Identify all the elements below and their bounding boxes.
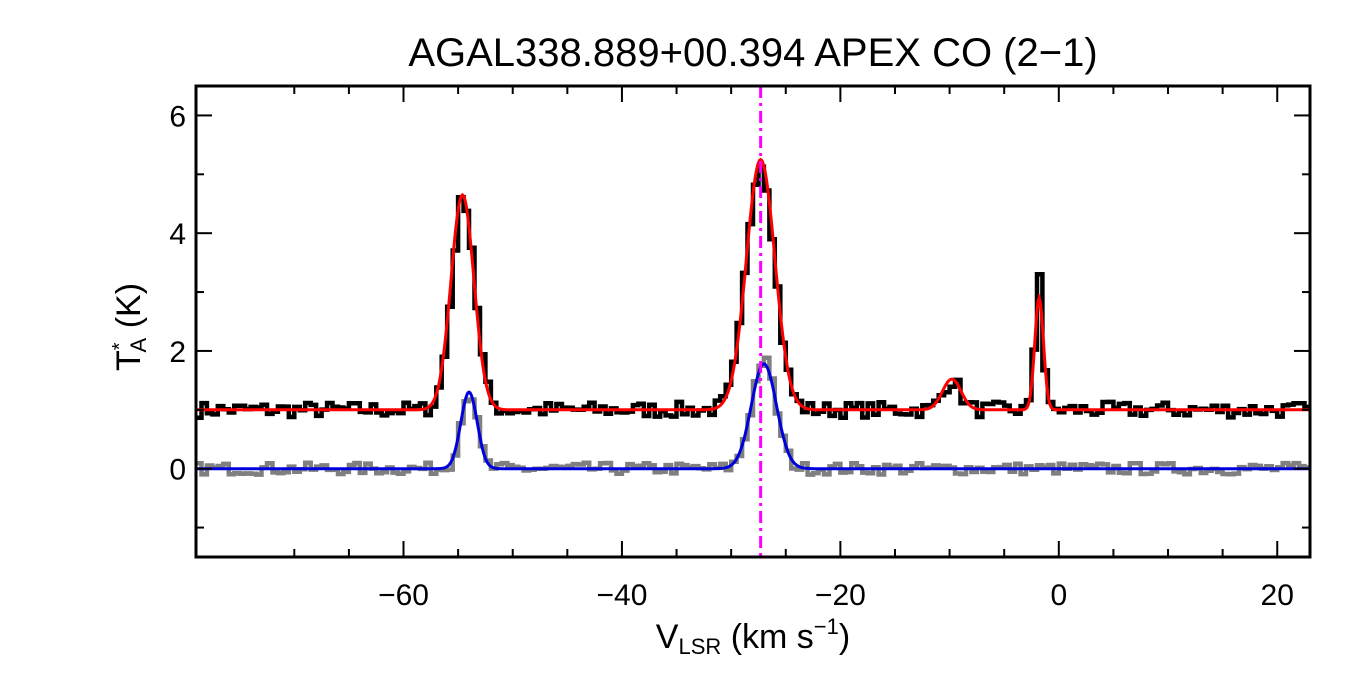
y-axis-label: T*A (K)	[109, 283, 151, 371]
x-tick-label: 20	[1261, 579, 1294, 612]
x-tick-label: −40	[596, 579, 647, 612]
x-axis-label-main: V	[656, 618, 679, 656]
y-tick-label: 6	[169, 100, 186, 133]
x-tick-label: −20	[815, 579, 866, 612]
series-0-spectrum	[196, 164, 1310, 421]
y-axis-label-unit: (K)	[110, 283, 148, 338]
plot-area	[194, 84, 1312, 559]
x-tick-label: −60	[378, 579, 429, 612]
x-axis-label: VLSR (km s−1)	[656, 614, 850, 659]
x-axis-label-close: )	[839, 618, 850, 656]
y-tick-label: 0	[169, 454, 186, 487]
y-axis-label-main: T	[110, 350, 148, 371]
y-tick-label: 4	[169, 218, 186, 251]
y-tick-labels: 0 2 4 6	[169, 100, 186, 486]
series-1-fit	[196, 157, 1310, 412]
x-tick-labels: −60 −40 −20 0 20	[378, 579, 1294, 612]
y-tick-label: 2	[169, 336, 186, 369]
x-axis-label-sup: −1	[814, 614, 839, 639]
axis-ticks	[196, 86, 1310, 557]
plot-frame	[194, 84, 1312, 559]
series-2-spectrum	[196, 355, 1310, 477]
series-3-fit	[196, 362, 1310, 471]
y-axis-label-sup: *	[109, 342, 131, 350]
series-layer	[196, 157, 1310, 477]
y-axis-label-sub: A	[126, 337, 151, 352]
x-axis-label-unit: (km s	[721, 618, 814, 656]
x-axis-label-sub: LSR	[678, 634, 721, 659]
x-tick-label: 0	[1050, 579, 1067, 612]
chart-title: AGAL338.889+00.394 APEX CO (2−1)	[408, 31, 1097, 75]
